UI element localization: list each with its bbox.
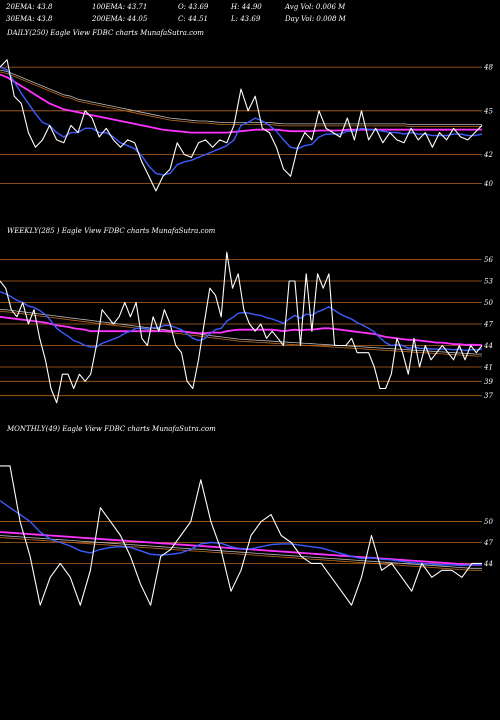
weekly-100ema-line (0, 315, 483, 346)
stat-30ema: 30EMA: 43.8 (6, 15, 53, 23)
weekly-tick-label: 44 (483, 342, 493, 350)
weekly-tick-label: 39 (484, 378, 493, 386)
monthly-chart-panel: 50 47 44 (0, 465, 493, 606)
stat-day-vol: Day Vol: 0.008 M (285, 15, 346, 23)
monthly-200ema-line (0, 535, 482, 569)
daily-200ema-band-line (0, 71, 482, 127)
daily-tick-label: 48 (483, 64, 493, 72)
stat-200ema: 200EMA: 44.05 (92, 15, 148, 23)
stat-100ema: 100EMA: 43.71 (92, 3, 148, 11)
stat-20ema: 20EMA: 43.8 (6, 3, 53, 11)
weekly-tick-label: 53 (484, 278, 493, 286)
monthly-tick-label: 44 (483, 560, 493, 568)
monthly-20ema-line (0, 500, 482, 567)
daily-panel-header: DAILY(250) Eagle View FDBC charts Munafa… (7, 29, 204, 37)
weekly-tick-label: 37 (484, 392, 493, 400)
weekly-tick-label: 56 (484, 256, 493, 264)
stat-close: C: 44.51 (178, 15, 208, 23)
weekly-tick-label: 50 (484, 299, 493, 307)
monthly-tick-label: 47 (483, 539, 493, 547)
daily-tick-label: 45 (483, 107, 493, 115)
monthly-price-line (0, 465, 482, 606)
stat-high: H: 44.90 (231, 3, 262, 11)
monthly-panel-header: MONTHLY(49) Eagle View FDBC charts Munaf… (7, 425, 216, 433)
monthly-tick-label: 50 (484, 518, 493, 526)
daily-tick-label: 42 (483, 151, 493, 159)
weekly-tick-label: 47 (483, 321, 493, 329)
weekly-panel-header: WEEKLY(285 ) Eagle View FDBC charts Muna… (7, 227, 216, 235)
daily-20ema-line (0, 66, 483, 176)
weekly-chart-panel: 56 53 50 47 44 41 39 37 (0, 251, 493, 404)
daily-chart-panel: 48 45 42 40 (0, 59, 493, 192)
daily-price-line (0, 59, 483, 192)
daily-tick-label: 40 (483, 180, 493, 188)
daily-200ema-line (0, 69, 482, 125)
stat-avg-vol: Avg Vol: 0.006 M (285, 3, 346, 11)
stat-open: O: 43.69 (178, 3, 209, 11)
monthly-200ema-band-line (0, 537, 482, 571)
daily-100ema-line (0, 73, 482, 134)
weekly-20ema-line (0, 291, 483, 352)
weekly-price-line (0, 251, 483, 404)
weekly-tick-label: 41 (483, 364, 493, 372)
stat-low: L: 43.69 (231, 15, 261, 23)
